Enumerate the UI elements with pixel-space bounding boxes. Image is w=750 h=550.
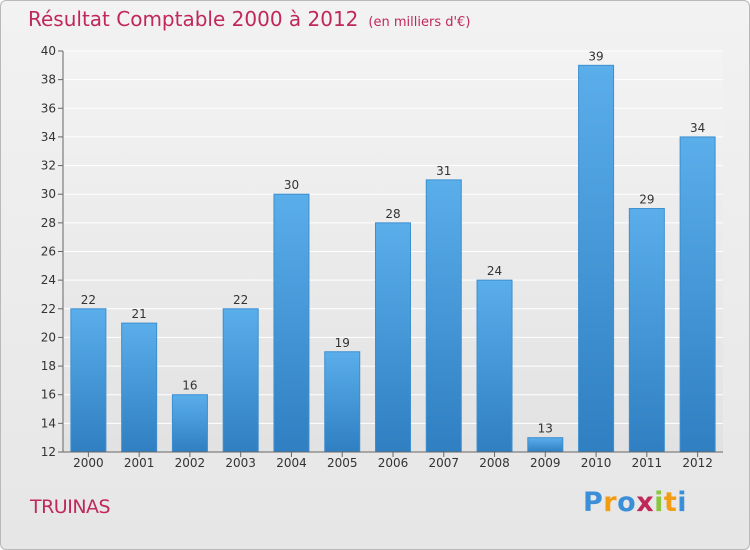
- y-tick-label: 14: [41, 416, 56, 430]
- bar-2000: [70, 308, 107, 453]
- x-tick-label: 2009: [530, 456, 561, 470]
- x-tick-label: 2010: [581, 456, 612, 470]
- x-tick-label: 2003: [225, 456, 256, 470]
- y-tick-label: 12: [41, 445, 56, 459]
- bar-2005: [324, 351, 361, 453]
- y-tick-label: 16: [41, 388, 56, 402]
- commune-name: TRUINAS: [30, 496, 111, 518]
- y-tick-label: 18: [41, 359, 56, 373]
- title-text: Résultat Comptable 2000 à 2012: [28, 7, 359, 31]
- logo-letter: P: [583, 487, 604, 518]
- bar-2010: [578, 64, 615, 453]
- chart-title: Résultat Comptable 2000 à 2012 (en millie…: [28, 7, 470, 31]
- y-tick-label: 24: [41, 273, 56, 287]
- data-label: 22: [81, 293, 96, 307]
- bar-2007: [425, 179, 462, 453]
- logo-letter: r: [603, 487, 618, 518]
- proxiti-logo[interactable]: Proxiti: [583, 487, 687, 518]
- bar-2006: [375, 222, 411, 453]
- bar-2004: [273, 193, 310, 453]
- x-tick-label: 2004: [276, 456, 307, 470]
- y-tick-label: 26: [41, 245, 56, 259]
- y-tick-label: 22: [41, 302, 56, 316]
- x-tick-label: 2002: [175, 456, 206, 470]
- y-tick-label: 34: [41, 130, 56, 144]
- bar-2011: [628, 208, 665, 453]
- logo-letter: x: [636, 487, 655, 518]
- x-tick-label: 2001: [124, 456, 155, 470]
- data-label: 28: [385, 207, 400, 221]
- y-tick-label: 32: [41, 159, 56, 173]
- x-tick-label: 2008: [479, 456, 510, 470]
- data-label: 22: [233, 293, 248, 307]
- x-tick-label: 2000: [73, 456, 104, 470]
- data-label: 39: [588, 49, 603, 63]
- x-tick-label: 2011: [632, 456, 663, 470]
- data-label: 34: [690, 121, 705, 135]
- bar-2009: [527, 437, 564, 453]
- x-tick-label: 2006: [378, 456, 409, 470]
- y-tick-label: 30: [41, 187, 56, 201]
- logo-letter: t: [663, 487, 678, 518]
- y-tick-label: 38: [41, 73, 56, 87]
- data-label: 29: [639, 193, 654, 207]
- bar-2002: [171, 394, 208, 453]
- bar-2008: [476, 279, 513, 453]
- x-tick-label: 2007: [428, 456, 459, 470]
- x-tick-label: 2012: [682, 456, 713, 470]
- data-label: 16: [182, 379, 197, 393]
- data-label: 31: [436, 164, 451, 178]
- y-tick-label: 40: [41, 44, 56, 58]
- data-label: 13: [538, 422, 553, 436]
- data-label: 21: [132, 307, 147, 321]
- logo-letter: i: [654, 487, 664, 518]
- bar-2012: [679, 136, 716, 453]
- data-label: 30: [284, 178, 299, 192]
- logo-letter: o: [617, 487, 637, 518]
- x-tick-label: 2005: [327, 456, 358, 470]
- y-tick-label: 36: [41, 101, 56, 115]
- data-label: 24: [487, 264, 502, 278]
- unit-note: (en milliers d'€): [368, 15, 471, 30]
- y-tick-label: 28: [41, 216, 56, 230]
- bar-2003: [222, 308, 259, 453]
- logo-letter: i: [677, 487, 688, 518]
- y-tick-label: 20: [41, 330, 56, 344]
- bar-2001: [121, 322, 158, 453]
- data-label: 19: [335, 336, 350, 350]
